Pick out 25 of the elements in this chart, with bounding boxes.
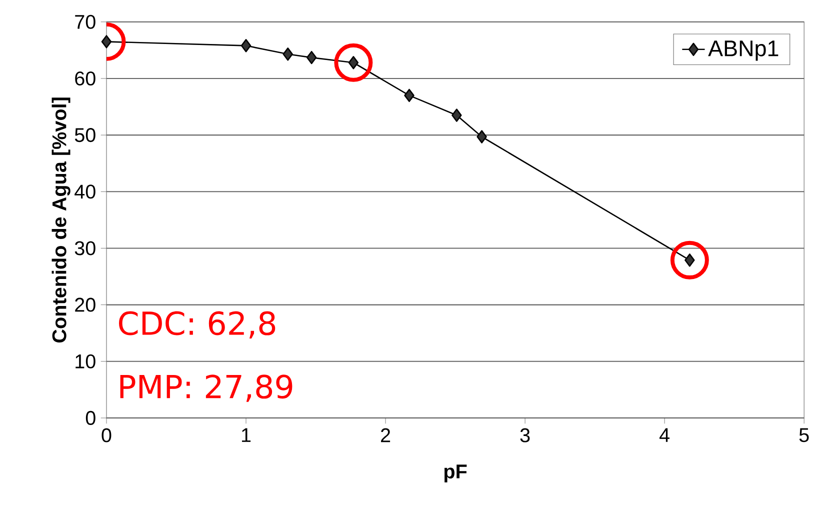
x-tick-label: 2 — [381, 428, 390, 442]
x-tick-label: 1 — [242, 428, 251, 442]
y-tick-label: 70 — [75, 15, 96, 30]
y-tick-label: 20 — [75, 298, 96, 312]
x-tick-label: 5 — [799, 428, 809, 442]
point — [404, 89, 414, 102]
point — [306, 51, 317, 64]
y-axis-title: Contenido de Agua [%vol] — [52, 98, 70, 343]
annotation: PMP: 27,89 — [120, 374, 292, 402]
point — [240, 39, 252, 53]
annotation: CDC: 62,8 — [118, 311, 276, 339]
x-axis-title: pF — [444, 464, 467, 483]
y-tick-label: 60 — [75, 72, 96, 86]
x-tick-label: 3 — [520, 428, 530, 443]
point — [452, 108, 462, 122]
y-tick-label: 30 — [74, 241, 96, 256]
y-tick-label: 10 — [76, 354, 96, 369]
legend-label: ABNp1 — [708, 40, 778, 62]
point — [476, 130, 487, 144]
y-tick-label: 50 — [74, 128, 96, 142]
x-tick-label: 0 — [102, 428, 112, 443]
y-tick-label: 40 — [74, 184, 96, 199]
y-tick-label: 0 — [86, 411, 96, 426]
point — [282, 48, 293, 61]
x-tick-label: 4 — [660, 428, 670, 442]
